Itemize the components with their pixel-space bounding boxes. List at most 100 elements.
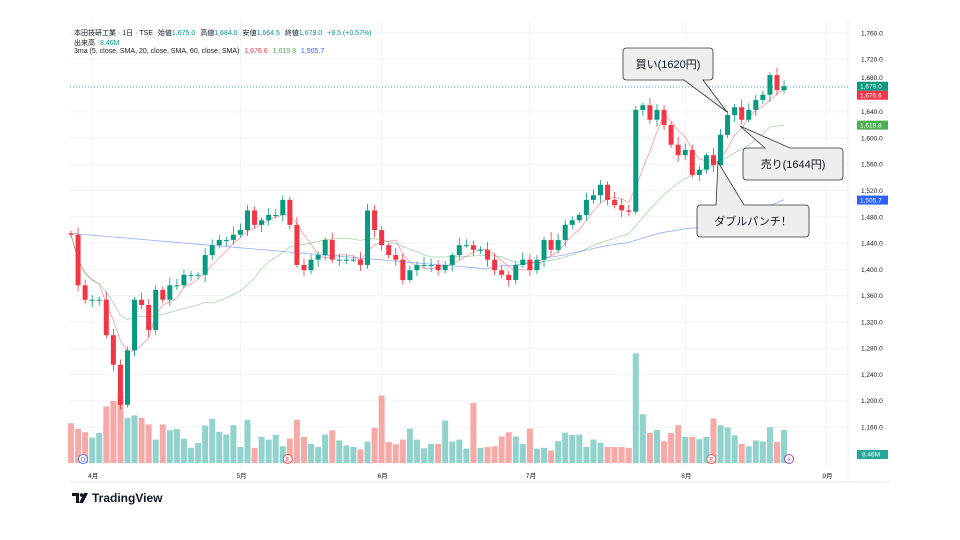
price-tick-label: 1,240.0: [861, 372, 883, 379]
volume-bar: [625, 447, 632, 463]
ma5-price-badge-label: 1,676.6: [860, 93, 882, 100]
candle-body: [718, 134, 724, 166]
event-marker-glyph: D: [81, 458, 86, 464]
candle-body: [82, 285, 88, 300]
volume-bar: [661, 441, 668, 463]
ma5-value: 1,676.6: [244, 48, 268, 55]
candle-body: [513, 264, 519, 281]
symbol-title[interactable]: 本田技研工業 · 1日 · TSE: [74, 30, 153, 37]
volume-value: 8.46M: [99, 40, 120, 47]
volume-bar: [244, 419, 251, 463]
candle-body: [132, 299, 138, 351]
candle-body: [139, 299, 145, 305]
callout-shapes: [622, 47, 844, 238]
volume-bar: [308, 443, 315, 463]
volume-bar: [180, 438, 187, 463]
volume-bar: [689, 436, 696, 463]
volume-bar: [131, 415, 138, 463]
volume-bar: [505, 432, 512, 463]
candle-body: [725, 115, 731, 135]
buy-callout-text[interactable]: 買い(1620円): [635, 59, 701, 71]
price-tick-label: 1,440.0: [861, 241, 883, 248]
volume-bar: [646, 432, 653, 463]
last-price-badge: [857, 81, 888, 91]
time-axis[interactable]: 4月 5月 6月 7月 8月 9月: [88, 472, 832, 480]
volume-bar: [526, 428, 533, 463]
price-tick-label: 1,760.0: [861, 30, 883, 37]
price-tick-label: 1,160.0: [861, 425, 883, 432]
volume-bar: [145, 424, 152, 463]
ma-label[interactable]: 3ma (5, close, SMA, 20, close, SMA, 60, …: [74, 48, 240, 55]
volume-label[interactable]: 出来高: [74, 40, 95, 47]
volume-bar: [173, 429, 180, 463]
candle-body: [89, 299, 95, 301]
volume-bar: [413, 439, 420, 463]
volume-bar: [498, 436, 505, 463]
event-marker-icon: [784, 454, 794, 464]
candle-body: [449, 255, 455, 265]
volume-bar: [470, 402, 477, 463]
candle-body: [435, 264, 441, 271]
volume-bar: [195, 443, 202, 463]
candle-body: [336, 259, 342, 261]
candle-body: [477, 249, 483, 251]
ma20-value: 1,619.8: [272, 48, 296, 55]
candle-body: [301, 264, 307, 271]
event-markers[interactable]: D E E ⚡: [78, 454, 794, 464]
candle-body: [774, 75, 780, 91]
volume-bar: [774, 441, 780, 463]
candle-body: [739, 107, 745, 120]
candle-body: [96, 299, 102, 301]
volume-bar: [336, 440, 343, 463]
volume-bar: [399, 439, 406, 463]
price-tick-label: 1,520.0: [861, 188, 883, 195]
candle-body: [195, 274, 201, 276]
volume-bar: [752, 440, 759, 463]
candle-body: [343, 259, 349, 261]
ma20-line: [70, 124, 785, 320]
volume-bar: [519, 443, 526, 463]
volume-bar: [378, 395, 385, 463]
volume-bar: [463, 448, 470, 463]
volume-bar: [731, 435, 738, 463]
volume-bar: [583, 447, 590, 463]
volume-bar: [406, 428, 413, 463]
time-tick-label: 8月: [681, 472, 691, 480]
candle-body: [675, 144, 681, 156]
volume-bar: [329, 430, 336, 463]
candle-body: [110, 335, 116, 365]
candle-body: [174, 285, 180, 287]
candle-body: [781, 86, 787, 91]
volume-bar: [364, 441, 371, 463]
volume-bar: [435, 443, 442, 463]
candle-body: [329, 239, 335, 260]
open-value: 1,675.0: [171, 30, 196, 37]
double-punch-callout-text[interactable]: ダブルパンチ！: [714, 216, 792, 228]
tradingview-logo[interactable]: TradingView: [72, 491, 162, 505]
candle-body: [216, 239, 222, 246]
ma5-price-badge: [857, 90, 888, 100]
candle-body: [386, 245, 392, 256]
volume-bar: [428, 443, 435, 463]
price-axis[interactable]: 1,760.0 1,720.0 1,680.0 1,640.0 1,600.0 1,560…: [861, 30, 883, 431]
candle-body: [753, 100, 759, 110]
sell-callout-text[interactable]: 売り(1644円): [760, 159, 826, 171]
ma60-price-badge-label: 1,505.7: [860, 197, 882, 204]
volume-bar: [456, 439, 463, 463]
volume-bar: [152, 439, 159, 463]
price-tick-label: 1,360.0: [861, 293, 883, 300]
price-tick-label: 1,560.0: [861, 162, 883, 169]
volume-bar: [385, 441, 392, 463]
price-tick-label: 1,320.0: [861, 319, 883, 326]
candle-body: [548, 239, 554, 250]
candle-body: [372, 210, 378, 231]
candle-body: [506, 274, 512, 281]
change-value: +9.5 (+0.57%): [327, 30, 372, 37]
event-marker-glyph: ⚡: [787, 457, 791, 464]
candle-body: [485, 249, 491, 260]
ma60-line: [70, 199, 785, 270]
volume-bar: [159, 424, 166, 463]
volume-bar: [781, 430, 788, 463]
candle-body: [555, 239, 561, 250]
